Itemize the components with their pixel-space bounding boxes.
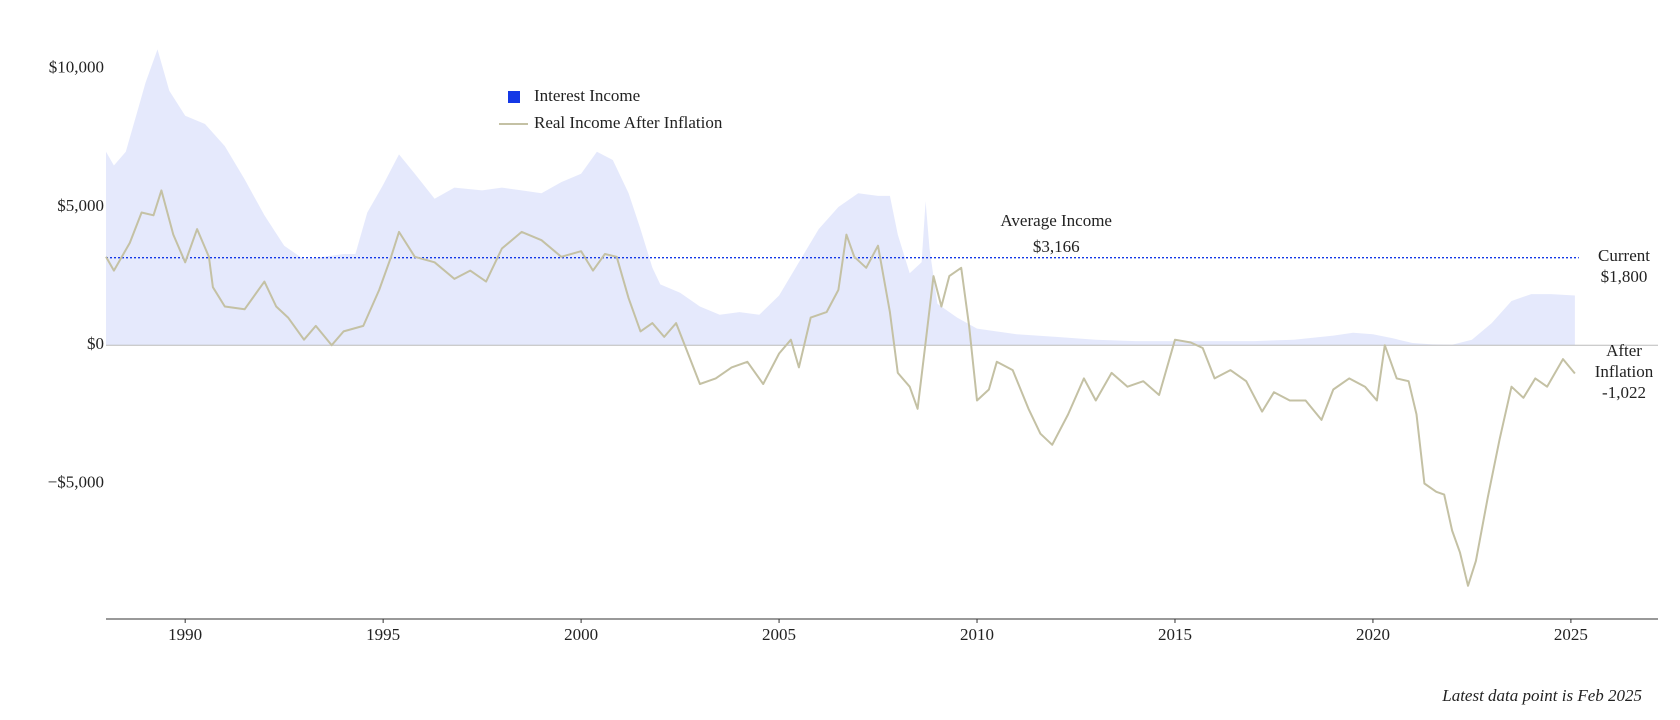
x-tick-label: 1995 <box>366 625 400 644</box>
x-tick-label: 2015 <box>1158 625 1192 644</box>
y-tick-label: $5,000 <box>57 196 104 215</box>
after-inflation-value: -1,022 <box>1602 383 1646 402</box>
x-tick-label: 2000 <box>564 625 598 644</box>
x-tick-label: 2025 <box>1554 625 1588 644</box>
y-tick-label: −$5,000 <box>48 472 104 491</box>
y-tick-label: $0 <box>87 334 104 353</box>
after-inflation-label: Inflation <box>1595 362 1654 381</box>
current-value: $1,800 <box>1601 267 1648 286</box>
legend-label: Real Income After Inflation <box>534 113 723 132</box>
legend-label: Interest Income <box>534 86 640 105</box>
x-tick-label: 2005 <box>762 625 796 644</box>
y-tick-label: $10,000 <box>49 58 104 77</box>
legend-swatch <box>508 91 520 103</box>
footnote: Latest data point is Feb 2025 <box>1441 686 1642 705</box>
x-tick-label: 2010 <box>960 625 994 644</box>
line <box>105 189 1576 587</box>
current-label: Current <box>1598 246 1650 265</box>
x-tick-label: 1990 <box>168 625 202 644</box>
after-inflation-label: After <box>1606 341 1642 360</box>
average-label: Average Income <box>1000 211 1112 230</box>
area <box>106 49 1575 346</box>
average-value: $3,166 <box>1033 237 1080 256</box>
x-tick-label: 2020 <box>1356 625 1390 644</box>
